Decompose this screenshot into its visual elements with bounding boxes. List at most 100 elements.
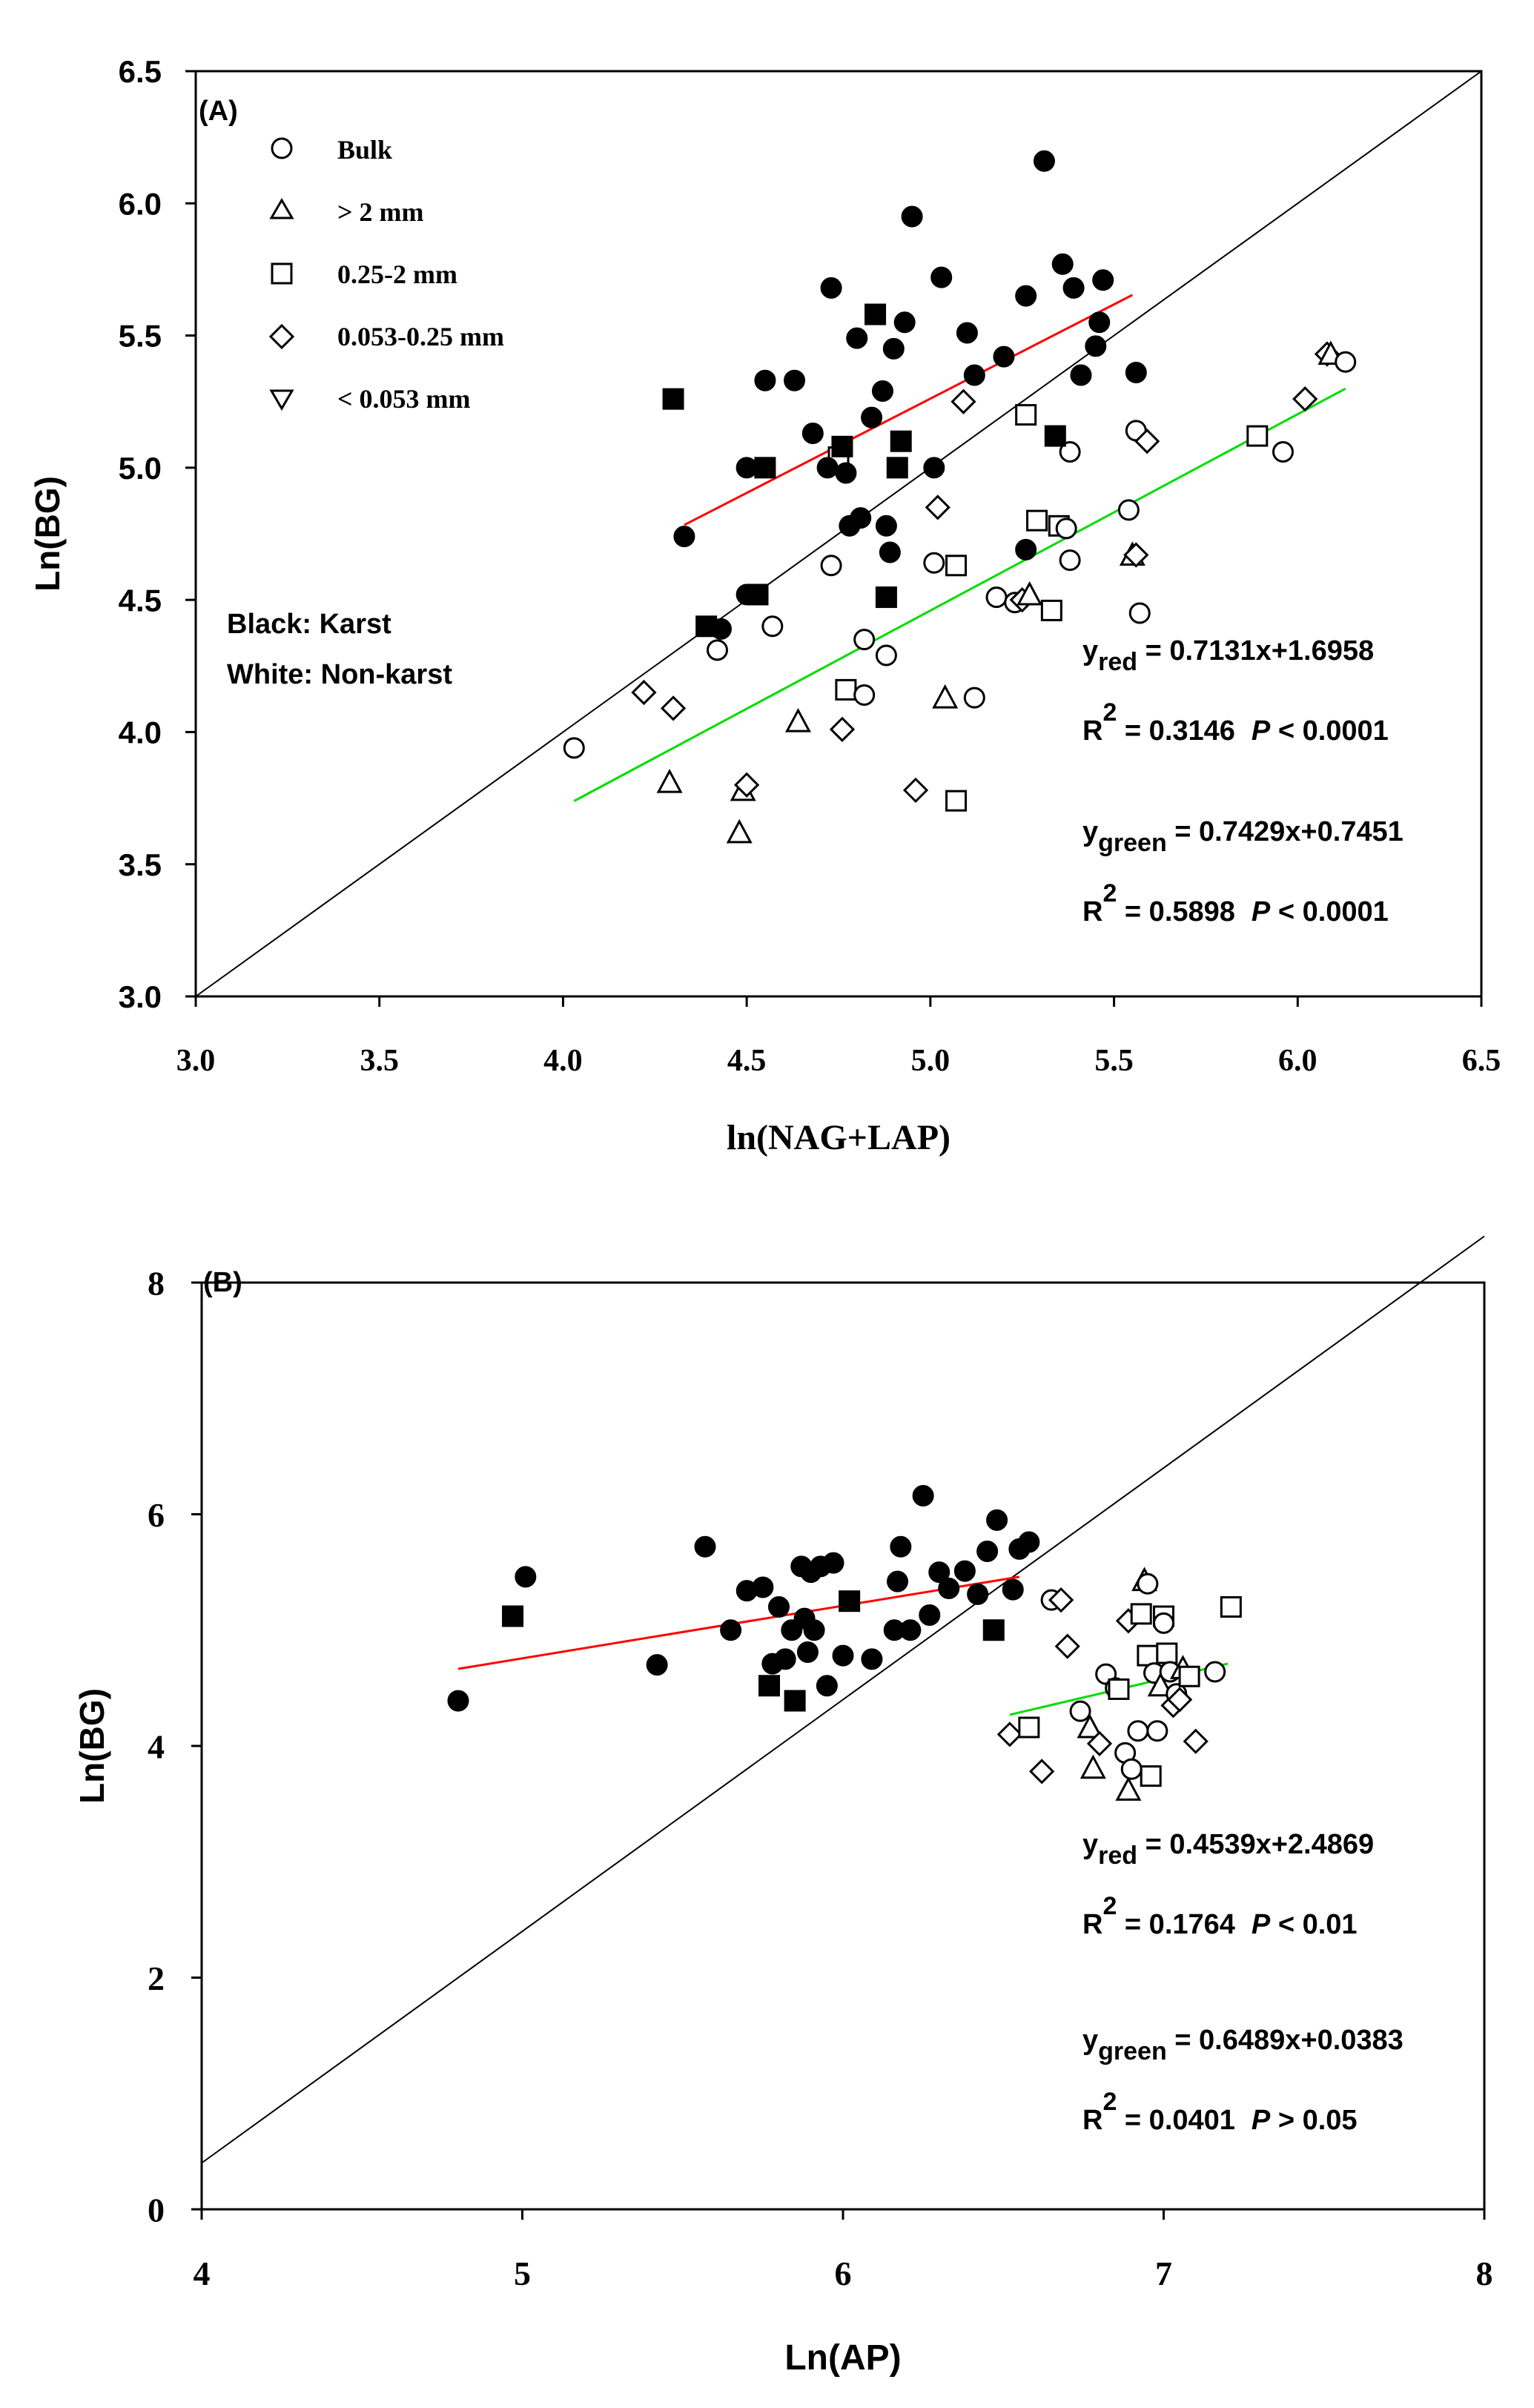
karst-square-point — [890, 430, 912, 452]
y-tick-label: 5.5 — [119, 319, 162, 354]
nonkarst-triangle-point — [1016, 580, 1043, 606]
karst-circle-point — [1062, 277, 1085, 299]
nonkarst-diamond-point — [1292, 386, 1318, 412]
y-tick-label: 6.0 — [119, 186, 162, 221]
karst-circle-point — [774, 1648, 796, 1670]
nonkarst-square-point — [1140, 1765, 1162, 1787]
nonkarst-triangle-point — [784, 707, 812, 732]
karst-circle-point — [796, 1641, 819, 1663]
karst-circle-point — [928, 1561, 951, 1584]
y-tick-label: 6 — [148, 1496, 165, 1534]
nonkarst-triangle-point — [932, 684, 959, 709]
karst-circle-point — [710, 618, 732, 640]
nonkarst-diamond-point — [631, 679, 657, 706]
y-tick-label: 8 — [148, 1265, 165, 1303]
nonkarst-triangle-point — [1115, 1776, 1142, 1801]
karst-circle-point — [871, 380, 893, 402]
nonkarst-circle-point — [875, 644, 897, 666]
karst-circle-point — [1085, 335, 1107, 357]
karst-circle-point — [912, 1485, 934, 1506]
nonkarst-square-point — [1246, 425, 1269, 447]
karst-circle-point — [822, 1552, 844, 1574]
karst-circle-point — [801, 423, 824, 445]
panel-a-green-fit-line — [573, 387, 1346, 802]
karst-circle-point — [846, 327, 868, 349]
nonkarst-square-point — [1040, 599, 1062, 621]
karst-circle-point — [890, 1535, 912, 1558]
karst-circle-point — [938, 1578, 960, 1599]
karst-circle-point — [1125, 361, 1147, 383]
karst-circle-point — [768, 1596, 790, 1618]
x-tick-label: 5.0 — [911, 1044, 951, 1078]
panel-a-green-r2: R2 = 0.5898 P < 0.0001 — [1082, 879, 1389, 927]
x-tick-label: 7 — [1155, 2255, 1172, 2292]
panel-a-label: (A) — [199, 96, 238, 127]
nonkarst-triangle-point — [1080, 1754, 1106, 1779]
nonkarst-diamond-point — [660, 695, 687, 721]
karst-square-point — [784, 1690, 806, 1712]
nonkarst-circle-point — [853, 629, 876, 651]
nonkarst-circle-point — [1055, 517, 1077, 540]
karst-circle-point — [967, 1583, 989, 1605]
karst-square-point — [1044, 425, 1066, 447]
x-tick-label: 5.5 — [1094, 1044, 1134, 1078]
karst-circle-point — [1015, 538, 1037, 560]
color-key-karst: Black: Karst — [227, 609, 391, 640]
nonkarst-square-point — [1130, 1603, 1152, 1625]
nonkarst-triangle-point — [1147, 1672, 1174, 1697]
y-tick-label: 3.0 — [119, 979, 162, 1014]
x-tick-label: 5 — [514, 2255, 531, 2292]
karst-circle-point — [850, 507, 872, 529]
nonkarst-circle-point — [1146, 1720, 1168, 1742]
panel-b-green-equation: ygreen = 0.6489x+0.0383 — [1082, 2025, 1404, 2065]
nonkarst-circle-point — [985, 586, 1008, 609]
nonkarst-triangle-point — [656, 769, 683, 793]
panel-b: 4 5 6 7 8 0 2 4 6 8 (B) yred = 0.4539x+2.4869 R2 … — [73, 1235, 1493, 2378]
karst-circle-point — [953, 1560, 976, 1582]
panel-a-plot-frame — [194, 70, 1483, 998]
legend-diamond-icon — [268, 323, 295, 350]
karst-circle-point — [832, 1644, 854, 1667]
panel-a-legend: Bulk > 2 mm 0.25-2 mm 0.053-0.25 mm < 0.… — [268, 135, 504, 414]
karst-circle-point — [986, 1509, 1008, 1531]
x-tick-label: 4.0 — [543, 1044, 583, 1078]
x-tick-label: 4 — [194, 2255, 211, 2292]
panel-a: 3.0 3.5 4.0 4.5 5.0 5.5 6.0 6.5 3.0 3.5 4.0 4.5 5.0 5… — [28, 54, 1501, 1157]
nonkarst-square-point — [1108, 1678, 1130, 1700]
panel-b-red-fit-line — [457, 1575, 1020, 1670]
nonkarst-square-point — [1156, 1642, 1178, 1664]
y-tick-label: 5.0 — [119, 451, 162, 486]
karst-circle-point — [784, 369, 806, 391]
karst-circle-point — [875, 515, 897, 537]
karst-circle-point — [735, 457, 758, 479]
y-tick-label: 2 — [148, 1959, 165, 1997]
legend-circle-icon — [271, 137, 293, 159]
nonkarst-square-point — [945, 790, 968, 812]
karst-circle-point — [879, 541, 901, 563]
x-tick-label: 6.0 — [1278, 1044, 1318, 1078]
karst-circle-point — [923, 457, 945, 479]
nonkarst-diamond-point — [996, 1721, 1023, 1747]
nonkarst-square-point — [835, 678, 857, 701]
nonkarst-diamond-point — [1167, 1687, 1193, 1713]
nonkarst-square-point — [1220, 1596, 1242, 1618]
panel-b-reference-line — [201, 1235, 1485, 2164]
nonkarst-diamond-point — [829, 716, 856, 742]
karst-circle-point — [752, 1576, 774, 1598]
panel-a-red-equation: yred = 0.7131x+1.6958 — [1082, 635, 1374, 676]
nonkarst-circle-point — [963, 687, 985, 709]
karst-circle-point — [993, 345, 1015, 368]
karst-circle-point — [816, 457, 839, 479]
karst-circle-point — [835, 462, 857, 484]
karst-square-point — [839, 1590, 861, 1612]
karst-circle-point — [803, 1619, 825, 1641]
y-tick-label: 0 — [148, 2192, 165, 2229]
panel-b-points — [447, 1485, 1242, 1801]
karst-square-point — [875, 586, 897, 609]
legend-item-gt2mm: > 2 mm — [337, 197, 424, 227]
panel-a-points — [563, 150, 1357, 844]
nonkarst-circle-point — [1335, 351, 1357, 373]
karst-circle-point — [976, 1541, 999, 1562]
nonkarst-diamond-point — [1183, 1728, 1209, 1754]
